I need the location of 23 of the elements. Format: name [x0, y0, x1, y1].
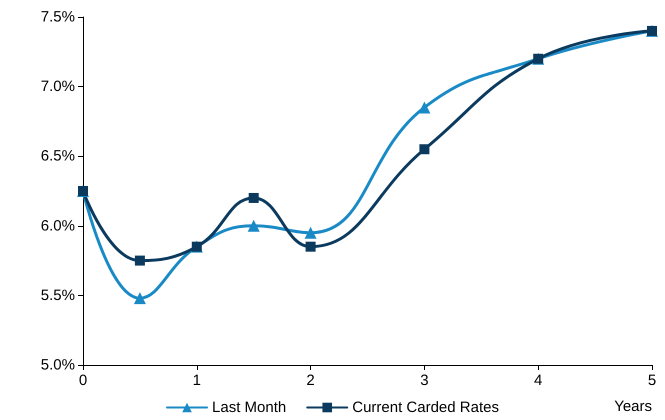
x-tick-label: 5	[648, 372, 656, 389]
x-axis-title: Years	[614, 398, 652, 415]
point	[418, 101, 430, 114]
x-tick-label: 4	[534, 372, 542, 389]
x-tick-label: 3	[420, 372, 429, 389]
y-tick-label: 7.5%	[40, 8, 75, 26]
legend-label: Last Month	[212, 399, 286, 416]
y-tick-label: 7.0%	[40, 78, 75, 96]
point	[306, 242, 316, 252]
x-tick-label: 1	[192, 372, 201, 389]
y-tick-label: 5.0%	[40, 356, 75, 374]
legend-label: Current Carded Rates	[352, 399, 499, 416]
x-tick-label: 0	[78, 372, 88, 389]
point	[419, 144, 430, 154]
point	[134, 292, 146, 304]
y-tick-label: 5.5%	[40, 286, 75, 304]
point	[304, 226, 317, 239]
point	[248, 220, 260, 232]
point	[248, 192, 259, 203]
x-tick-label: 2	[306, 372, 315, 389]
point	[134, 256, 145, 266]
y-tick-label: 6.0%	[40, 217, 75, 234]
y-tick-label: 6.5%	[40, 148, 75, 165]
